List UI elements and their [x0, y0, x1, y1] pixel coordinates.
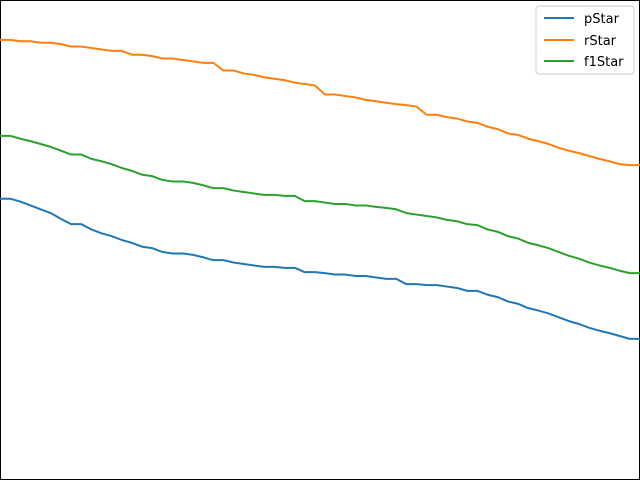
- series-layer: [0, 38, 640, 340]
- legend-label-f1Star: f1Star: [584, 55, 624, 70]
- series-line-f1Star: [0, 134, 640, 275]
- legend-label-pStar: pStar: [584, 12, 620, 27]
- legend-label-rStar: rStar: [584, 34, 617, 49]
- series-line-rStar: [0, 38, 640, 167]
- legend-box: [535, 5, 635, 75]
- series-line-pStar: [0, 197, 640, 340]
- legend: pStar rStar f1Star: [535, 5, 635, 75]
